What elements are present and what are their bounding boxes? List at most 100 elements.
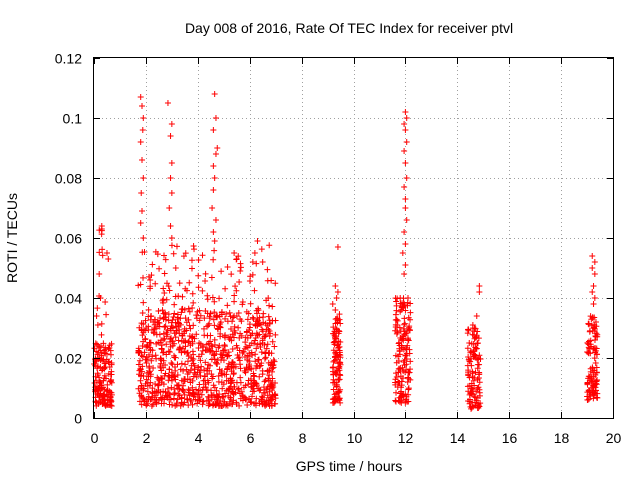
data-point bbox=[587, 337, 594, 344]
data-point bbox=[252, 358, 259, 365]
data-point bbox=[402, 391, 409, 398]
data-point bbox=[210, 127, 217, 133]
data-point bbox=[219, 372, 226, 379]
data-point bbox=[174, 382, 181, 389]
data-point bbox=[107, 351, 114, 358]
data-point bbox=[228, 378, 235, 385]
data-point bbox=[218, 309, 225, 316]
data-point bbox=[196, 307, 203, 314]
data-point bbox=[166, 366, 173, 373]
data-point bbox=[179, 332, 186, 339]
data-point bbox=[476, 379, 483, 386]
data-point bbox=[262, 349, 269, 356]
data-point bbox=[584, 349, 591, 356]
x-tick-label: 2 bbox=[143, 430, 151, 446]
data-point bbox=[402, 241, 409, 247]
data-point bbox=[594, 333, 601, 340]
data-point bbox=[175, 323, 182, 330]
data-point bbox=[265, 313, 272, 320]
data-point bbox=[147, 276, 154, 283]
data-point bbox=[135, 361, 142, 368]
data-point bbox=[142, 335, 149, 342]
data-point bbox=[172, 334, 179, 341]
data-point bbox=[475, 384, 482, 391]
data-point bbox=[397, 295, 404, 301]
data-point bbox=[98, 231, 105, 238]
data-point bbox=[267, 383, 274, 390]
data-point bbox=[254, 341, 261, 348]
data-point bbox=[172, 265, 179, 272]
x-tick-label: 18 bbox=[554, 430, 570, 446]
data-point bbox=[258, 360, 265, 367]
data-point bbox=[166, 205, 173, 211]
data-point bbox=[195, 284, 202, 291]
data-point bbox=[174, 316, 181, 323]
data-point bbox=[474, 394, 481, 401]
data-point bbox=[235, 386, 242, 393]
data-point bbox=[176, 386, 183, 393]
data-point bbox=[474, 340, 481, 347]
data-point bbox=[168, 360, 175, 367]
data-point bbox=[591, 259, 598, 265]
data-point bbox=[237, 379, 244, 386]
data-point bbox=[210, 229, 217, 235]
data-point bbox=[212, 217, 219, 223]
data-point bbox=[211, 309, 218, 316]
data-point bbox=[585, 373, 592, 380]
data-point bbox=[101, 400, 108, 407]
data-point bbox=[247, 398, 254, 405]
data-point bbox=[474, 376, 481, 383]
data-point bbox=[401, 148, 408, 154]
data-point bbox=[236, 402, 243, 409]
data-point bbox=[145, 396, 152, 403]
data-point bbox=[464, 383, 471, 390]
data-point bbox=[243, 328, 250, 335]
data-point bbox=[187, 325, 194, 332]
data-point bbox=[137, 94, 144, 100]
data-point bbox=[249, 271, 256, 278]
data-point bbox=[160, 400, 167, 407]
data-point bbox=[401, 121, 408, 127]
data-point bbox=[241, 367, 248, 374]
data-point bbox=[160, 336, 167, 343]
data-point bbox=[231, 250, 238, 256]
data-point bbox=[211, 298, 218, 305]
data-point bbox=[333, 295, 340, 301]
data-point bbox=[230, 371, 237, 378]
data-point bbox=[165, 283, 172, 290]
data-point bbox=[592, 359, 599, 366]
data-point bbox=[157, 315, 164, 322]
data-point bbox=[158, 367, 165, 374]
data-point bbox=[252, 351, 259, 358]
data-point bbox=[153, 340, 160, 347]
data-point bbox=[153, 325, 160, 332]
data-point bbox=[469, 373, 476, 380]
data-point bbox=[261, 355, 268, 362]
data-point bbox=[220, 402, 227, 409]
data-point bbox=[401, 320, 408, 327]
data-point bbox=[157, 355, 164, 362]
data-point bbox=[184, 358, 191, 365]
data-point bbox=[225, 360, 232, 367]
data-point bbox=[162, 256, 169, 263]
data-point bbox=[149, 353, 156, 360]
y-tick-label: 0 bbox=[74, 411, 82, 427]
data-point bbox=[224, 365, 231, 372]
data-point bbox=[216, 366, 223, 373]
data-point bbox=[139, 309, 146, 316]
data-point bbox=[593, 345, 600, 352]
data-point bbox=[336, 363, 343, 370]
data-point bbox=[330, 364, 337, 371]
data-point bbox=[395, 369, 402, 376]
data-point bbox=[216, 400, 223, 407]
data-point bbox=[136, 324, 143, 331]
data-point bbox=[213, 360, 220, 367]
x-tick-label: 4 bbox=[195, 430, 203, 446]
data-point bbox=[261, 378, 268, 385]
data-point bbox=[93, 348, 100, 355]
data-point bbox=[402, 196, 409, 202]
data-point bbox=[170, 395, 177, 402]
data-point bbox=[392, 327, 399, 334]
data-point bbox=[165, 348, 172, 355]
data-point bbox=[335, 344, 342, 351]
